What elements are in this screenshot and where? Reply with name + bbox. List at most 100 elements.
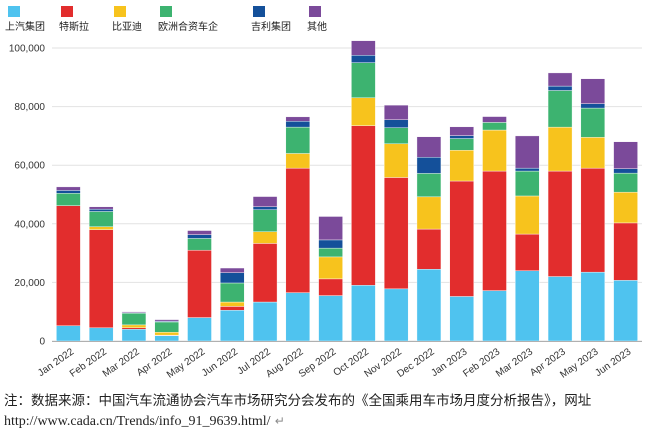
x-tick-label-18: Jun 2023 [593, 346, 633, 379]
bar-2-series-5 [88, 208, 114, 212]
bar-11-series-5 [383, 119, 409, 128]
bar-18-series-3 [613, 191, 638, 224]
bar-1-series-1 [56, 325, 81, 342]
bar-9-series-1 [318, 295, 343, 342]
bar-13-series-4 [449, 138, 474, 151]
bar-15-series-3 [515, 195, 540, 235]
bar-8-series-2 [285, 167, 311, 293]
bar-15-series-5 [515, 167, 540, 172]
bar-13-series-1 [449, 296, 474, 342]
bar-2-series-1 [88, 327, 114, 342]
bar-13-series-2 [449, 180, 474, 297]
bar-1-series-6 [56, 186, 81, 191]
bar-14-series-3 [482, 129, 507, 172]
bar-12-series-3 [416, 196, 442, 230]
bar-9-series-4 [318, 247, 343, 258]
legend-swatch-4 [160, 6, 172, 17]
bar-5-series-6 [187, 230, 212, 235]
stacked-bar-chart: 上汽集团 特斯拉 比亚迪 欧洲合资车企 吉利集团 其他 0 20,000 40,000 60,0… [5, 6, 642, 381]
x-tick-label-3: Mar 2022 [101, 346, 142, 379]
bar-6-series-5 [220, 272, 245, 284]
bar-2-series-4 [88, 211, 114, 227]
bar-5-series-5 [187, 234, 212, 239]
bar-13-series-5 [449, 135, 474, 139]
bar-17-series-3 [580, 137, 606, 169]
bar-8-series-4 [285, 126, 311, 154]
source-note: 注：数据来源：中国汽车流通协会汽车市场研究分会发布的《全国乘用车市场月度分析报告… [4, 391, 604, 432]
bar-18-series-2 [613, 222, 638, 281]
bar-14-series-1 [482, 290, 507, 342]
bar-1-series-4 [56, 193, 81, 206]
chart-legend: 上汽集团 特斯拉 比亚迪 欧洲合资车企 吉利集团 其他 [5, 6, 327, 33]
bar-17-series-6 [580, 78, 606, 104]
legend-swatch-3 [114, 6, 126, 17]
bar-5-series-4 [187, 238, 212, 251]
bar-11-series-1 [383, 288, 409, 342]
bar-2-series-6 [88, 206, 114, 210]
bar-6-series-2 [220, 306, 245, 311]
bar-17-series-2 [580, 167, 606, 273]
bar-10-series-1 [351, 285, 376, 342]
bar-12-series-6 [416, 136, 442, 158]
bar-12-series-4 [416, 173, 442, 198]
bar-18-series-5 [613, 168, 638, 174]
bar-18-series-1 [613, 280, 638, 342]
legend-label-2: 特斯拉 [59, 20, 89, 33]
bar-11-series-6 [383, 104, 409, 120]
bar-9-series-3 [318, 256, 343, 280]
bar-9-series-6 [318, 216, 343, 241]
x-tick-label-9: Sep 2022 [297, 346, 339, 380]
bar-9-series-2 [318, 278, 343, 296]
bar-11-series-2 [383, 177, 409, 290]
bar-3-series-1 [121, 329, 147, 342]
bar-5-series-2 [187, 249, 212, 318]
source-url[interactable]: http://www.cada.cn/Trends/info_91_9639.h… [4, 414, 271, 429]
legend-swatch-5 [253, 6, 265, 17]
bar-12-series-1 [416, 269, 442, 342]
bar-2-series-3 [88, 226, 114, 230]
legend-label-6: 其他 [307, 20, 327, 33]
bar-9-series-5 [318, 239, 343, 249]
bar-15-series-2 [515, 233, 540, 271]
return-mark: ↵ [274, 414, 285, 428]
bar-16-series-4 [547, 90, 573, 128]
bar-12-series-5 [416, 157, 442, 174]
bar-15-series-6 [515, 135, 540, 169]
bar-3-series-3 [121, 324, 147, 329]
bar-1-series-2 [56, 205, 81, 326]
bar-4-series-3 [154, 332, 179, 336]
bar-16-series-2 [547, 170, 573, 277]
bar-16-series-6 [547, 72, 573, 87]
bar-16-series-5 [547, 85, 573, 91]
bar-12-series-2 [416, 228, 442, 270]
bar-4-series-6 [154, 319, 179, 322]
bar-3-series-4 [121, 312, 147, 326]
legend-label-1: 上汽集团 [5, 20, 45, 33]
bar-7-series-6 [252, 196, 278, 208]
bar-7-series-3 [252, 231, 278, 244]
y-tick-label-2: 40,000 [14, 219, 45, 230]
bar-15-series-1 [515, 270, 540, 342]
x-tick-label-15: Mar 2023 [494, 346, 535, 379]
bar-10-series-3 [351, 97, 376, 126]
bar-13-series-6 [449, 126, 474, 136]
bar-10-series-6 [351, 40, 376, 56]
bar-11-series-4 [383, 127, 409, 145]
bar-17-series-5 [580, 103, 606, 109]
bar-8-series-6 [285, 116, 311, 122]
legend-swatch-2 [61, 6, 73, 17]
bar-7-series-1 [252, 301, 278, 342]
bar-series [56, 40, 638, 342]
legend-swatch-6 [309, 6, 321, 17]
legend-label-3: 比亚迪 [112, 21, 142, 33]
bar-8-series-5 [285, 121, 311, 128]
y-tick-label-4: 80,000 [14, 102, 45, 113]
bar-16-series-3 [547, 126, 573, 172]
bar-10-series-4 [351, 62, 376, 99]
y-axis: 0 20,000 40,000 60,000 80,000 100,000 [9, 44, 46, 348]
bar-3-series-6 [121, 311, 147, 313]
bar-5-series-1 [187, 317, 212, 342]
bar-14-series-4 [482, 122, 507, 131]
bar-8-series-3 [285, 153, 311, 169]
bar-7-series-2 [252, 243, 278, 303]
